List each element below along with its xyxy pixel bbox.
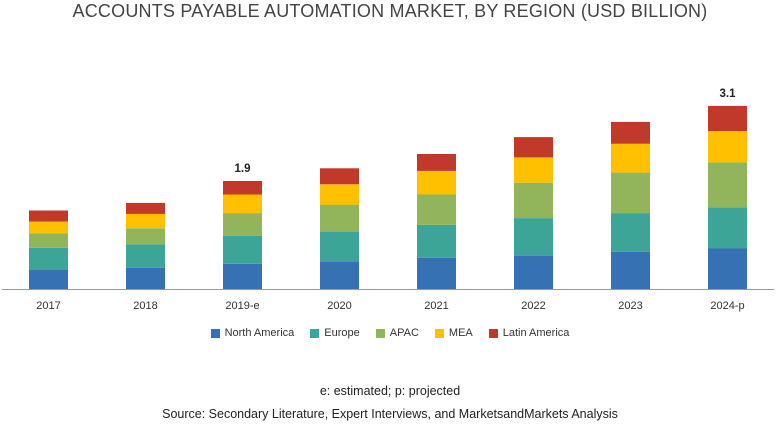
chart-title: ACCOUNTS PAYABLE AUTOMATION MARKET, BY R… xyxy=(72,1,708,21)
x-tick-label: 2020 xyxy=(327,300,351,312)
bar-2022-north-america xyxy=(514,255,553,290)
footnote-estimate: e: estimated; p: projected xyxy=(319,384,461,398)
total-label: 3.1 xyxy=(720,88,737,100)
bar-2017-latin-america xyxy=(29,210,68,222)
bar-2024-p-latin-america xyxy=(708,105,747,132)
bar-2019-e-mea xyxy=(223,194,262,214)
legend-swatch xyxy=(434,328,444,338)
bar-2024-p-apac xyxy=(708,162,747,208)
bar-2017-apac xyxy=(29,233,68,248)
bar-2021-latin-america xyxy=(417,154,456,171)
total-annotations: 1.9 3.1 xyxy=(235,88,737,175)
bar-2022-apac xyxy=(514,182,553,219)
legend-swatch xyxy=(310,328,320,338)
bar-2019-e-north-america xyxy=(223,263,262,289)
bar-2019-e-apac xyxy=(223,213,262,236)
bar-2017-mea xyxy=(29,221,68,234)
bar-2018-mea xyxy=(126,213,165,229)
legend-label: MEA xyxy=(448,327,473,339)
legend-swatch xyxy=(488,328,498,338)
legend-item: APAC xyxy=(375,327,419,339)
x-tick-label: 2022 xyxy=(521,300,545,312)
bar-2021-north-america xyxy=(417,257,456,289)
bar-2017-north-america xyxy=(29,269,68,289)
total-label: 1.9 xyxy=(235,163,251,175)
bar-2018-latin-america xyxy=(126,202,165,214)
bar-2018-north-america xyxy=(126,267,165,289)
bar-2021-europe xyxy=(417,224,456,258)
bar-2019-e-latin-america xyxy=(223,181,262,195)
bar-2021-mea xyxy=(417,170,456,195)
x-axis: 2017 2018 2019-e 2020 2021 2022 2023 2024-p xyxy=(2,289,774,312)
bar-2018-europe xyxy=(126,244,165,268)
bar-2023-europe xyxy=(611,213,650,252)
bar-2023-apac xyxy=(611,172,650,214)
legend: North America Europe APAC MEA Latin America xyxy=(0,327,780,339)
x-tick-label: 2019-e xyxy=(225,300,259,312)
bar-2022-europe xyxy=(514,218,553,256)
bar-2020-europe xyxy=(320,231,359,262)
bar-2019-e-europe xyxy=(223,235,262,264)
bar-groups xyxy=(29,105,747,290)
legend-item: North America xyxy=(210,327,295,339)
legend-label: Europe xyxy=(324,327,360,339)
bar-2023-latin-america xyxy=(611,121,650,144)
bar-2021-apac xyxy=(417,194,456,225)
bar-2020-latin-america xyxy=(320,168,359,185)
bar-2022-mea xyxy=(514,157,553,183)
legend-item: MEA xyxy=(434,327,473,339)
bar-2024-p-europe xyxy=(708,207,747,249)
bar-2024-p-north-america xyxy=(708,248,747,289)
legend-label: Latin America xyxy=(502,327,570,339)
x-tick-label: 2021 xyxy=(424,300,448,312)
bar-2023-mea xyxy=(611,143,650,173)
legend-label: North America xyxy=(224,327,295,339)
x-tick-label: 2023 xyxy=(618,300,642,312)
bar-2022-latin-america xyxy=(514,137,553,158)
x-tick-label: 2018 xyxy=(133,300,157,312)
x-tick-label: 2024-p xyxy=(710,300,744,312)
bar-2023-north-america xyxy=(611,251,650,289)
source-note: Source: Secondary Literature, Expert Int… xyxy=(162,407,618,421)
bar-2024-p-mea xyxy=(708,131,747,163)
x-tick-label: 2017 xyxy=(36,300,60,312)
bar-2020-apac xyxy=(320,204,359,232)
legend-item: Europe xyxy=(310,327,360,339)
legend-item: Latin America xyxy=(488,327,570,339)
legend-label: APAC xyxy=(389,327,419,339)
bar-2020-north-america xyxy=(320,261,359,289)
bar-2017-europe xyxy=(29,247,68,270)
legend-swatch xyxy=(375,328,385,338)
bar-2020-mea xyxy=(320,184,359,205)
legend-swatch xyxy=(210,328,220,338)
bar-2018-apac xyxy=(126,228,165,245)
